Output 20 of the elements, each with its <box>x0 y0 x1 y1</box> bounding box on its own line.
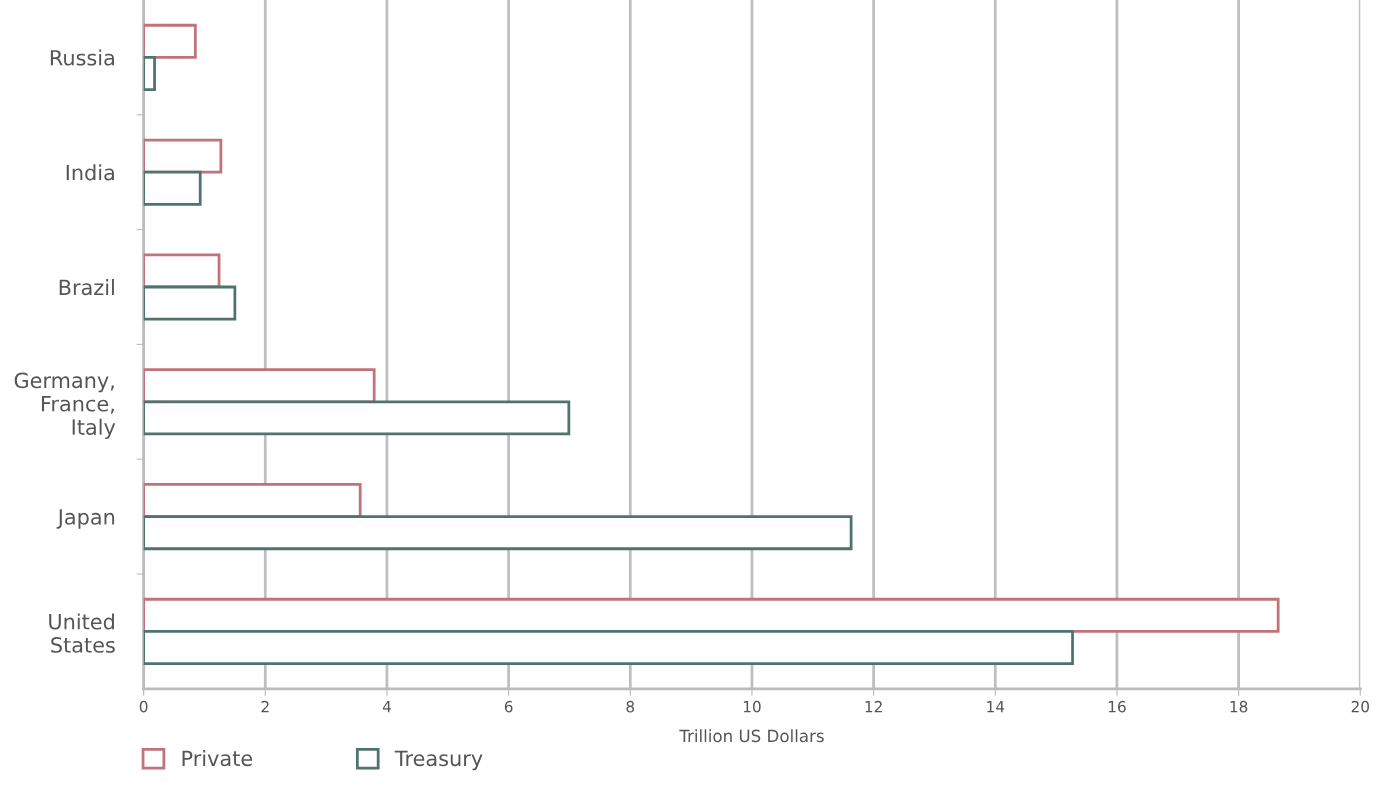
y-tick-label: Russia <box>50 49 114 66</box>
y-tick-label: Japan <box>56 509 115 529</box>
x-tick-label: 8 <box>626 700 635 713</box>
x-tick-label: 20 <box>1351 700 1369 713</box>
x-tick-label: 6 <box>504 700 513 713</box>
legend-label: Treasury <box>394 750 483 771</box>
x-tick-label: 12 <box>865 700 882 713</box>
y-tick-label: Germany, France, Italy <box>14 372 116 439</box>
y-tick-label: United States <box>49 613 115 653</box>
x-tick-label: 0 <box>139 700 148 713</box>
x-axis-title: Trillion US Dollars <box>679 729 824 743</box>
y-tick-label: India <box>66 164 114 181</box>
x-tick-label: 18 <box>1230 700 1248 713</box>
x-tick-label: 16 <box>1108 700 1126 713</box>
x-tick-label: 14 <box>987 701 1005 713</box>
y-tick-label: Brazil <box>59 279 114 296</box>
x-tick-label: 4 <box>382 701 391 713</box>
legend-label: Private <box>182 750 253 767</box>
x-tick-label: 2 <box>261 700 269 713</box>
x-tick-label: 10 <box>743 700 761 713</box>
